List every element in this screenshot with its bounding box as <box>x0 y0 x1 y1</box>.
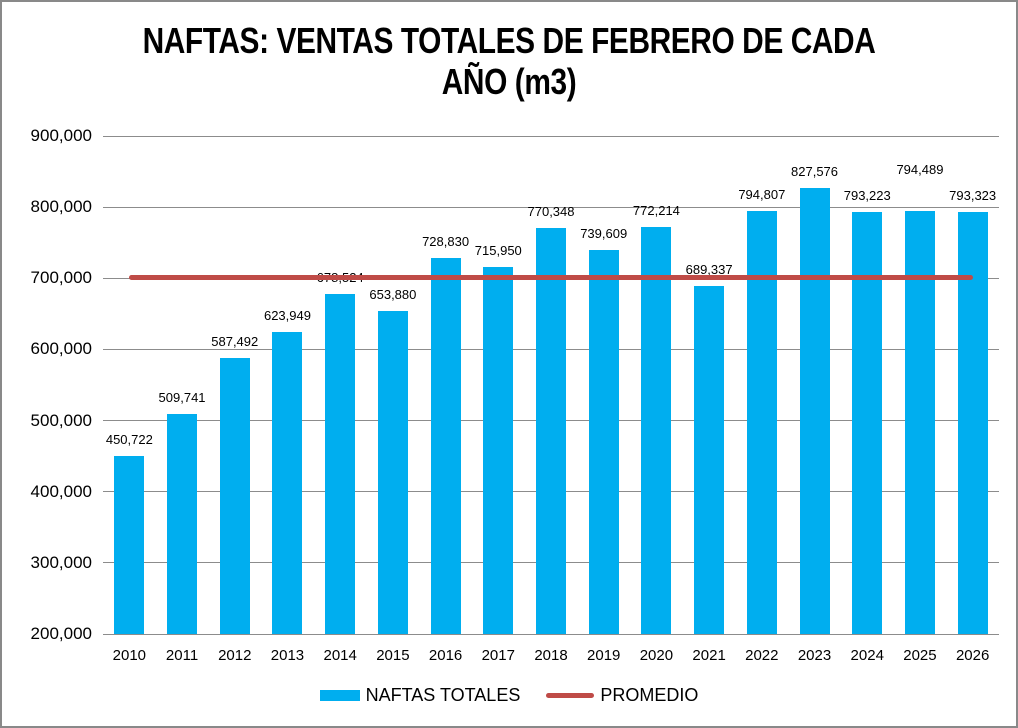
x-axis-tick-label-2018: 2018 <box>534 647 568 664</box>
x-axis-tick-label-2023: 2023 <box>797 647 832 664</box>
bar-2015 <box>377 311 408 634</box>
bar-2010 <box>114 455 145 634</box>
x-axis-tick-label-2022: 2022 <box>745 647 779 664</box>
bar-value-label-2017: 715,950 <box>474 242 522 258</box>
bar-value-label-2016: 728,830 <box>422 233 470 249</box>
bar-value-label-2013: 623,949 <box>263 308 311 324</box>
bar-2019 <box>588 250 619 634</box>
bar-value-label-2012: 587,492 <box>211 334 259 350</box>
bar-2013 <box>272 332 303 634</box>
y-axis-tick-label: 400,000 <box>30 481 92 501</box>
gridline <box>103 135 999 137</box>
y-axis-tick-label: 300,000 <box>30 552 92 572</box>
x-axis-tick-label-2013: 2013 <box>270 647 305 664</box>
gridline <box>103 206 999 208</box>
bar-value-label-2025: 794,489 <box>896 162 944 178</box>
x-axis-tick-label-2011: 2011 <box>165 647 199 664</box>
legend-label-naftas-totales: NAFTAS TOTALES <box>365 685 521 705</box>
bar-value-label-2019: 739,609 <box>580 226 628 242</box>
bar-2018 <box>536 228 566 634</box>
bar-value-label-2023: 827,576 <box>791 163 839 179</box>
legend-bar-swatch-icon <box>319 689 360 701</box>
x-axis-tick-label-2021: 2021 <box>692 647 726 664</box>
x-axis-tick-label-2014: 2014 <box>323 647 357 664</box>
bar-2012 <box>219 358 250 634</box>
y-axis-tick-label: 700,000 <box>30 268 92 288</box>
bar-2017 <box>483 266 514 634</box>
y-axis-tick-label: 500,000 <box>30 410 92 430</box>
bar-2024 <box>852 211 883 634</box>
bar-2020 <box>641 226 672 634</box>
bar-value-label-2024: 793,223 <box>843 187 891 203</box>
legend: NAFTAS TOTALES PROMEDIO <box>2 684 1016 706</box>
gridline <box>103 633 999 635</box>
y-axis-tick-label: 900,000 <box>30 126 92 145</box>
x-axis-tick-label-2025: 2025 <box>903 647 937 664</box>
x-axis-tick-label-2024: 2024 <box>850 647 884 664</box>
x-axis-tick-label-2015: 2015 <box>376 647 410 664</box>
x-axis-tick-label-2016: 2016 <box>428 647 463 664</box>
x-axis-tick-label-2019: 2019 <box>587 647 621 664</box>
bar-2022 <box>746 210 777 634</box>
legend-label-promedio: PROMEDIO <box>600 685 699 705</box>
bar-value-label-2020: 772,214 <box>632 202 680 218</box>
bar-value-label-2011: 509,741 <box>158 389 206 405</box>
bar-value-label-2010: 450,722 <box>105 431 153 447</box>
y-axis-tick-label: 600,000 <box>30 339 92 359</box>
bar-value-label-2018: 770,348 <box>527 204 575 220</box>
y-axis-tick-label: 200,000 <box>30 624 92 643</box>
bar-2021 <box>694 285 725 634</box>
legend-item-promedio: PROMEDIO <box>546 684 698 706</box>
bar-2025 <box>904 211 935 634</box>
y-axis-tick-label: 800,000 <box>30 197 92 217</box>
x-axis-tick-label-2012: 2012 <box>218 647 252 664</box>
bar-2026 <box>957 211 988 634</box>
bar-2016 <box>430 257 461 634</box>
x-axis-tick-label-2026: 2026 <box>955 647 990 664</box>
x-axis-tick-label-2017: 2017 <box>481 647 515 664</box>
x-axis-tick-label-2010: 2010 <box>112 647 147 664</box>
bar-2023 <box>799 187 830 634</box>
bar-value-label-2022: 794,807 <box>738 186 786 202</box>
bar-value-label-2015: 653,880 <box>369 287 417 303</box>
bar-2011 <box>167 413 198 634</box>
bar-2014 <box>325 293 356 634</box>
bar-value-label-2021: 689,337 <box>685 261 733 277</box>
promedio-line <box>129 274 973 280</box>
x-axis-tick-label-2020: 2020 <box>639 647 674 664</box>
legend-line-swatch-icon <box>546 692 595 698</box>
legend-item-naftas-totales: NAFTAS TOTALES <box>319 684 521 706</box>
bar-value-label-2026: 793,323 <box>949 187 997 203</box>
